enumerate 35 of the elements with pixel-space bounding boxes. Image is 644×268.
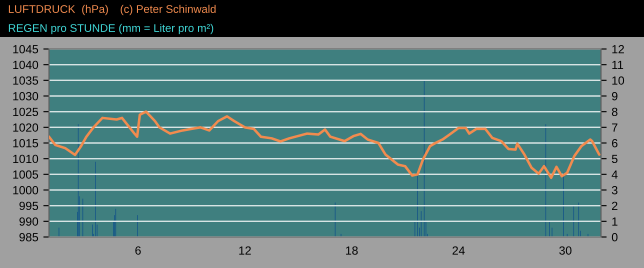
y-tick-label: 1025 (13, 108, 38, 116)
text: (c) Peter Schinwald (120, 4, 216, 16)
y-tick-label: 1030 (13, 92, 38, 100)
y2-tick-label: 12 (612, 45, 624, 54)
x-tick-label: 12 (239, 246, 251, 255)
x-tick-label: 6 (135, 246, 141, 255)
y-tick-label: 990 (19, 217, 38, 226)
y2-tick-label: 2 (612, 202, 618, 210)
x-tick-label: 18 (346, 246, 358, 255)
y2-tick-label: 7 (612, 123, 618, 132)
x-tick-label: 30 (559, 246, 572, 255)
y2-tick-label: 10 (612, 76, 624, 85)
chart-subtitle: REGEN pro STUNDE (mm = Liter pro m²) (8, 24, 214, 34)
y-tick-label: 1040 (13, 60, 38, 70)
y-tick-label: 1010 (13, 154, 38, 164)
x-tick-label: 24 (452, 246, 465, 255)
chart-title: LUFTDRUCK (hPa) (8, 4, 108, 16)
y2-tick-label: 1 (612, 217, 618, 226)
y2-tick-label: 4 (612, 170, 618, 179)
y2-tick-label: 3 (612, 186, 618, 194)
y2-tick-label: 5 (612, 154, 618, 164)
y-tick-label: 1045 (13, 45, 38, 54)
y-tick-label: 1035 (13, 76, 38, 85)
line-series (49, 110, 600, 180)
y2-tick-label: 0 (612, 233, 618, 242)
y-tick-label: 1000 (13, 186, 38, 194)
y2-tick-label: 9 (612, 92, 618, 100)
y2-tick-label: 6 (612, 139, 618, 148)
y-tick-label: 995 (19, 202, 38, 210)
y-tick-label: 1020 (13, 123, 38, 132)
y-tick-label: 985 (19, 233, 38, 242)
y-tick-label: 1005 (13, 170, 38, 179)
y2-tick-label: 11 (612, 60, 624, 69)
y2-tick-label: 8 (612, 108, 618, 116)
y-tick-label: 1015 (13, 139, 38, 148)
